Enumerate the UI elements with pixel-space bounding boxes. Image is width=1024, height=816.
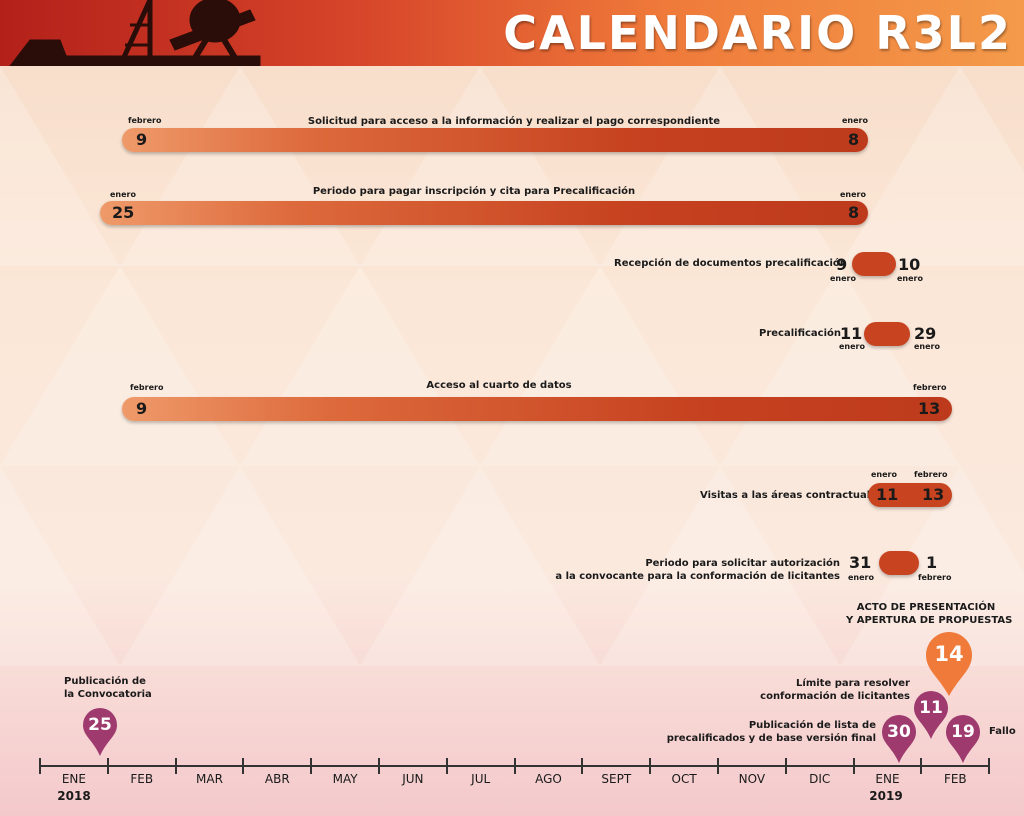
timeline-month-label: DIC <box>809 772 831 786</box>
bar-start-month: enero <box>839 342 865 351</box>
timeline-tick <box>174 758 177 774</box>
milestone-convocatoria-line1: Publicación de <box>64 676 146 687</box>
header-banner: CALENDARIO R3L2 <box>0 0 1024 66</box>
bar-end-day: 1 <box>926 553 938 572</box>
milestone-limite-line1: Límite para resolver <box>796 678 910 689</box>
milestone-lista-line2: precalificados y de base versión final <box>666 733 876 744</box>
timeline-month-label: JUL <box>471 772 491 786</box>
timeline-month-label: NOV <box>738 772 766 786</box>
bar-start-day: 31 <box>849 553 872 572</box>
bar-start-day: 11 <box>876 485 899 504</box>
timeline-month-label: SEPT <box>601 772 632 786</box>
bar-label-cuarto-datos: Acceso al cuarto de datos <box>426 380 572 391</box>
oil-pump-icon <box>9 0 261 66</box>
timeline-month-label: FEB <box>943 772 967 786</box>
bar-end-day: 8 <box>848 203 860 222</box>
milestone-pin-convocatoria: 25 <box>81 706 119 758</box>
timeline-tick <box>988 758 991 774</box>
timeline-tick <box>513 758 516 774</box>
timeline-tick <box>39 758 41 774</box>
bar-label-autorizacion-2: a la convocante para la conformación de … <box>555 571 840 582</box>
bar-recepcion <box>852 252 896 276</box>
timeline-tick <box>242 758 245 774</box>
milestone-pin-limite: 11 <box>912 689 950 741</box>
bar-label-precalificacion: Precalificación <box>759 328 842 339</box>
milestone-limite-line2: conformación de licitantes <box>760 691 910 702</box>
timeline-month-label: ABR <box>264 772 290 786</box>
bar-start-day: 9 <box>836 255 848 274</box>
timeline-month-label: OCT <box>671 772 697 786</box>
bar-start-month: enero <box>848 573 874 582</box>
timeline-month-label: ENE <box>61 772 86 786</box>
bar-start-month: enero <box>830 274 856 283</box>
milestone-acto-line2: Y APERTURA DE PROPUESTAS <box>846 615 1013 626</box>
timeline-month-label: ENE <box>875 772 900 786</box>
bar-end-month: febrero <box>914 470 948 479</box>
timeline-tick <box>920 758 923 774</box>
bar-end-day: 8 <box>848 130 860 149</box>
bar-end-month: enero <box>840 190 866 199</box>
milestone-pin-acto: 14 <box>924 630 974 698</box>
bar-start-day: 11 <box>840 324 863 343</box>
bar-label-inscripcion: Periodo para pagar inscripción y cita pa… <box>312 186 636 197</box>
year-end: 2019 <box>869 789 903 803</box>
milestone-convocatoria-line2: la Convocatoria <box>64 689 152 700</box>
timeline-tick <box>581 758 584 774</box>
timeline-tick <box>310 758 313 774</box>
bar-end-month: enero <box>914 342 940 351</box>
bar-autorizacion <box>879 551 919 575</box>
bar-end-month: febrero <box>918 573 952 582</box>
timeline-tick <box>784 758 787 774</box>
bar-start-month: febrero <box>128 116 162 125</box>
bar-label-solicitud: Solicitud para acceso a la información y… <box>307 116 721 127</box>
bar-end-day: 13 <box>922 485 945 504</box>
year-start: 2018 <box>57 789 91 803</box>
bar-start-month: enero <box>871 470 897 479</box>
milestone-pin-lista: 30 <box>880 713 918 765</box>
bar-end-day: 29 <box>914 324 937 343</box>
bar-label-recepcion: Recepción de documentos precalificación <box>614 258 847 269</box>
bar-start-month: febrero <box>130 383 164 392</box>
bar-visitas <box>868 483 952 507</box>
timeline-tick <box>717 758 719 774</box>
milestone-fallo-label: Fallo <box>989 726 1016 737</box>
bar-end-day: 13 <box>918 399 941 418</box>
timeline-tick <box>378 758 380 774</box>
bar-end-month: enero <box>842 116 868 125</box>
timeline-month-label: FEB <box>130 772 154 786</box>
bar-label-visitas: Visitas a las áreas contractuales <box>700 490 883 501</box>
bar-inscripcion <box>100 201 868 225</box>
timeline-tick <box>852 758 855 774</box>
bar-end-month: febrero <box>913 383 947 392</box>
bar-end-day: 10 <box>898 255 921 274</box>
bar-start-day: 25 <box>112 203 135 222</box>
timeline-tick <box>649 758 652 774</box>
timeline-month-label: MAY <box>332 772 358 786</box>
timeline-month-label: AGO <box>535 772 562 786</box>
bar-cuarto-datos <box>122 397 952 421</box>
bar-end-month: enero <box>897 274 923 283</box>
bar-label-autorizacion-1: Periodo para solicitar autorización <box>645 558 840 569</box>
page-title: CALENDARIO R3L2 <box>503 6 1012 60</box>
timeline-tick <box>445 758 448 774</box>
timeline-month-label: JUN <box>402 772 424 786</box>
bar-start-month: enero <box>110 190 136 199</box>
bar-precalificacion <box>864 322 910 346</box>
bar-start-day: 9 <box>136 399 148 418</box>
timeline-month-label: MAR <box>196 772 223 786</box>
milestone-lista-line1: Publicación de lista de <box>748 720 876 731</box>
timeline-tick <box>106 758 109 774</box>
bar-solicitud <box>122 128 868 152</box>
background-pattern <box>0 66 1024 666</box>
milestone-pin-fallo: 19 <box>944 713 982 765</box>
bar-start-day: 9 <box>136 130 148 149</box>
milestone-acto-line1: ACTO DE PRESENTACIÓN <box>856 602 996 613</box>
